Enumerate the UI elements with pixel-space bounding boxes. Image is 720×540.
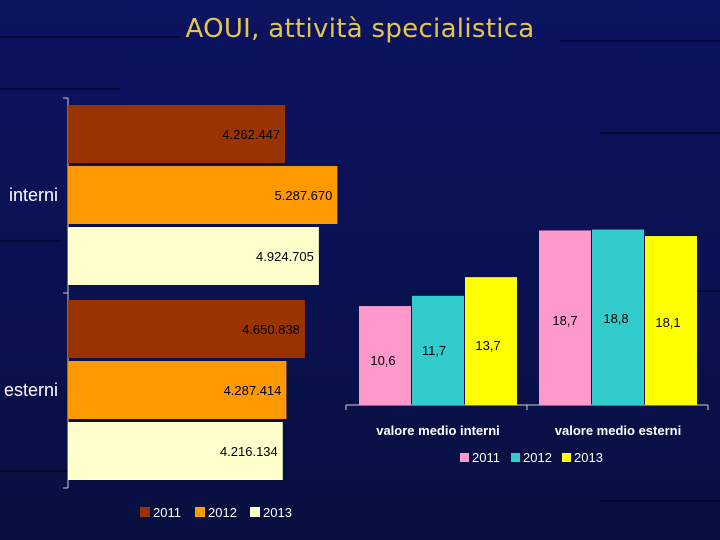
- x-tick-label-valore-medio-interni: valore medio interni: [376, 423, 500, 438]
- data-label-esterni-2013: 4.216.134: [220, 444, 278, 459]
- data-label-interni-2012: 5.287.670: [275, 188, 333, 203]
- legend-swatch-right-2013: [562, 453, 571, 462]
- bar-esterni-2011: [68, 300, 305, 358]
- bar-valore-medio-interni-2013: [465, 277, 517, 405]
- data-label-valore-medio-interni-2013: 13,7: [475, 338, 500, 353]
- data-label-esterni-2012: 4.287.414: [224, 383, 282, 398]
- legend-swatch-2012: [195, 507, 205, 517]
- category-label-esterni: esterni: [4, 380, 58, 400]
- page-title: AOUI, attività specialistica: [185, 14, 535, 44]
- bg-stripe: [560, 40, 720, 42]
- bg-stripe: [600, 500, 720, 502]
- data-label-valore-medio-esterni-2012: 18,8: [603, 311, 628, 326]
- category-label-interni: interni: [9, 185, 58, 205]
- bar-valore-medio-esterni-2013: [645, 236, 697, 405]
- bg-stripe: [0, 240, 60, 242]
- bg-stripe: [0, 470, 70, 472]
- legend-label-right-2012: 2012: [523, 450, 552, 465]
- x-tick-label-valore-medio-esterni: valore medio esterni: [555, 423, 681, 438]
- legend-label-right-2013: 2013: [574, 450, 603, 465]
- legend-swatch-2013: [250, 507, 260, 517]
- bg-stripe: [600, 132, 720, 134]
- data-label-esterni-2011: 4.650.838: [242, 322, 300, 337]
- legend-label-2012: 2012: [208, 505, 237, 520]
- bar-esterni-2012: [68, 361, 287, 419]
- bar-valore-medio-interni-2012: [412, 295, 464, 405]
- data-label-interni-2011: 4.262.447: [222, 127, 280, 142]
- bar-interni-2013: [68, 227, 319, 285]
- bar-valore-medio-interni-2011: [359, 306, 411, 405]
- legend-label-2013: 2013: [263, 505, 292, 520]
- legend-label-right-2011: 2011: [472, 450, 500, 465]
- bar-interni-2011: [68, 105, 286, 163]
- legend-swatch-2011: [140, 507, 150, 517]
- data-label-valore-medio-interni-2011: 10,6: [370, 353, 395, 368]
- bar-esterni-2013: [68, 422, 283, 480]
- legend-swatch-right-2011: [460, 453, 469, 462]
- bar-valore-medio-esterni-2011: [539, 230, 591, 405]
- data-label-valore-medio-esterni-2013: 18,1: [655, 315, 680, 330]
- data-label-interni-2013: 4.924.705: [256, 249, 314, 264]
- data-label-valore-medio-interni-2012: 11,7: [422, 343, 446, 358]
- bar-valore-medio-esterni-2012: [592, 229, 644, 405]
- bar-interni-2012: [68, 166, 338, 224]
- bg-stripe: [0, 36, 180, 38]
- data-label-valore-medio-esterni-2011: 18,7: [552, 313, 577, 328]
- bg-stripe: [0, 88, 120, 90]
- legend-label-2011: 2011: [153, 505, 181, 520]
- legend-swatch-right-2012: [511, 453, 520, 462]
